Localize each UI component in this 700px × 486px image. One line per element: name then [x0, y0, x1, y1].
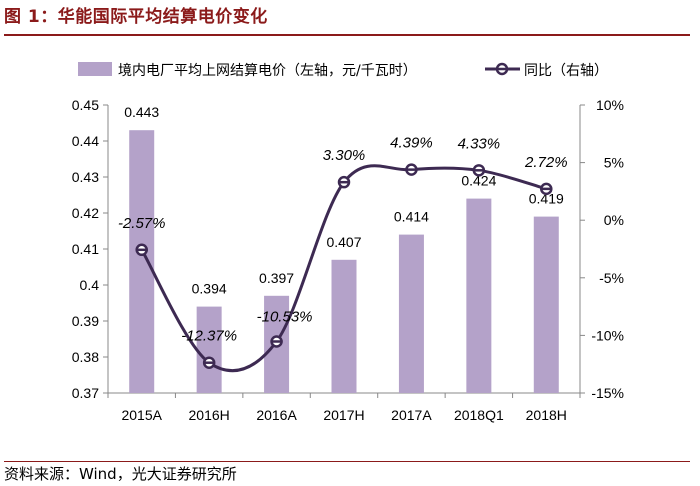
yoy-marker — [135, 243, 148, 257]
yoy-value-label: 4.39% — [390, 135, 433, 152]
left-tick-label: 0.39 — [72, 313, 99, 329]
bar-value-label: 0.443 — [124, 104, 159, 120]
legend-bar-label: 境内电厂平均上网结算电价（左轴，元/千瓦时） — [118, 63, 417, 79]
yoy-value-label: -2.57% — [118, 215, 166, 232]
legend-bar-swatch — [78, 62, 112, 76]
bar — [129, 130, 155, 393]
bar-value-label: 0.419 — [529, 191, 564, 207]
left-tick-label: 0.37 — [72, 385, 99, 401]
left-tick-label: 0.43 — [72, 169, 99, 185]
yoy-marker — [472, 164, 486, 177]
yoy-value-label: 3.30% — [323, 147, 366, 164]
bar-value-label: 0.407 — [326, 234, 361, 250]
right-tick-label: 10% — [596, 97, 624, 113]
right-tick-label: -10% — [591, 327, 624, 343]
left-tick-label: 0.42 — [72, 205, 99, 221]
yoy-value-label: 2.72% — [524, 154, 568, 171]
x-tick-label: 2017H — [323, 407, 364, 423]
right-tick-label: -5% — [599, 270, 624, 286]
bar — [533, 216, 559, 393]
bar-labels: 0.443 0.394 0.397 0.407 0.414 0.424 0.419 — [124, 104, 564, 296]
axes: 0.37 0.38 0.39 0.4 0.41 0.42 0.43 0.44 0.45 -15% -… — [72, 97, 624, 423]
x-tick-label: 2017A — [391, 407, 432, 423]
bar — [196, 306, 222, 393]
right-tick-label: 0% — [604, 212, 624, 228]
footer-divider — [4, 461, 690, 462]
yoy-marker — [270, 335, 283, 348]
title-divider — [4, 34, 690, 36]
bar-value-label: 0.394 — [192, 281, 227, 297]
right-tick-label: -15% — [591, 385, 624, 401]
x-tick-label: 2015A — [121, 407, 162, 423]
bar — [398, 234, 424, 393]
yoy-marker — [202, 356, 216, 369]
yoy-value-label: 4.33% — [458, 135, 501, 152]
left-tick-label: 0.4 — [80, 277, 100, 293]
bar — [331, 259, 357, 393]
right-tick-label: 5% — [604, 155, 624, 171]
yoy-marker — [405, 163, 418, 176]
left-tick-label: 0.38 — [72, 349, 99, 365]
bar-value-label: 0.414 — [394, 209, 429, 225]
legend-line-marker — [495, 62, 509, 76]
source-note: 资料来源：Wind，光大证券研究所 — [4, 465, 237, 483]
chart-title: 图 1：华能国际平均结算电价变化 — [4, 7, 268, 27]
left-tick-label: 0.44 — [72, 133, 99, 149]
bars — [129, 130, 559, 393]
bar — [466, 198, 492, 393]
legend-line-label: 同比（右轴） — [524, 63, 608, 79]
line-labels: -2.57% -12.37% -10.53% 3.30% 4.39% 4.33% 2.72% — [118, 135, 568, 345]
left-tick-label: 0.41 — [72, 241, 99, 257]
x-tick-label: 2016H — [189, 407, 230, 423]
yoy-marker — [540, 182, 553, 196]
bar-value-label: 0.424 — [461, 173, 496, 189]
bar-value-label: 0.397 — [259, 270, 294, 286]
yoy-line — [135, 163, 553, 373]
yoy-value-label: -12.37% — [181, 328, 237, 345]
x-tick-label: 2016A — [256, 407, 297, 423]
chart: 境内电厂平均上网结算电价（左轴，元/千瓦时） 同比（右轴） 0.370.380.… — [72, 62, 624, 423]
yoy-value-label: -10.53% — [257, 309, 313, 326]
left-tick-label: 0.45 — [72, 97, 99, 113]
x-tick-label: 2018H — [526, 407, 567, 423]
x-tick-label: 2018Q1 — [454, 407, 504, 423]
yoy-marker — [337, 175, 351, 189]
legend: 境内电厂平均上网结算电价（左轴，元/千瓦时） 同比（右轴） — [78, 62, 608, 79]
